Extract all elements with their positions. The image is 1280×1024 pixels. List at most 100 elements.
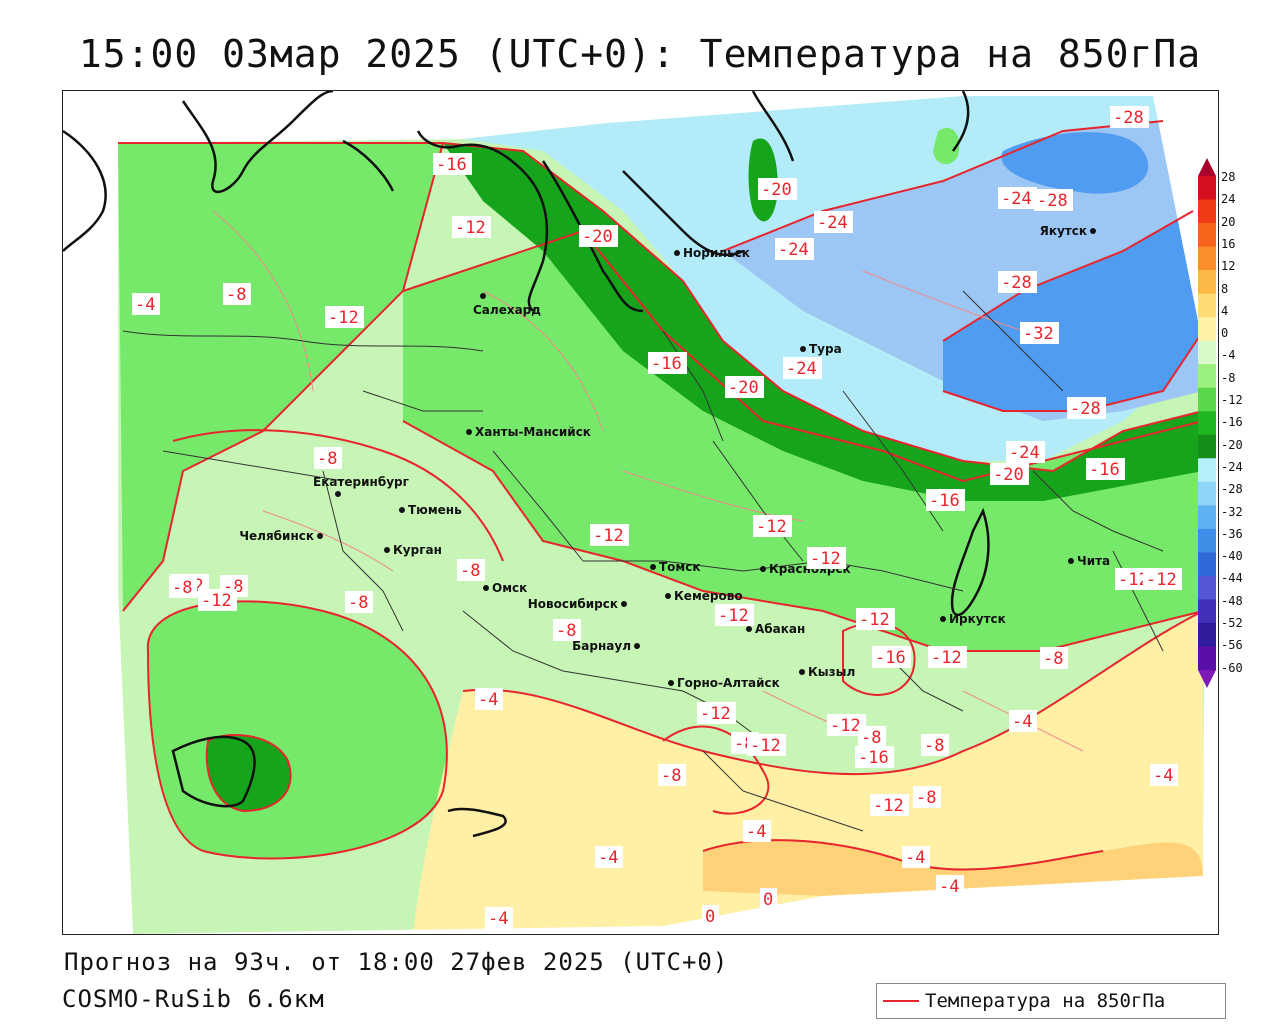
contour-value-label: -28 xyxy=(1067,397,1106,419)
contour-value-label: -12 xyxy=(590,524,629,546)
warm-south-orange xyxy=(703,840,1203,896)
contour-value-label: -8 xyxy=(658,764,686,786)
city-label: Якутск xyxy=(1040,224,1087,238)
color-scale-swatch xyxy=(1198,411,1216,436)
contour-value-label: -28 xyxy=(1034,189,1073,211)
color-scale-tick-label: -36 xyxy=(1221,526,1243,541)
contour-value-text: -4 xyxy=(746,822,766,842)
contour-value-box xyxy=(858,726,886,748)
contour-value-label: -12 xyxy=(753,515,792,537)
contour-value-label: -12 xyxy=(715,604,754,626)
color-scale-tick-label: 20 xyxy=(1221,214,1236,229)
contour-value-box xyxy=(1110,106,1149,128)
city-dot xyxy=(634,643,640,649)
contour-value-label: -8 xyxy=(553,619,581,641)
page-title: 15:00 03мар 2025 (UTC+0): Температура на… xyxy=(78,32,1202,76)
contour-value-text: -4 xyxy=(135,295,155,315)
city-dot xyxy=(760,566,766,572)
contour-value-text: -8 xyxy=(317,449,337,469)
contour-value-box xyxy=(452,216,491,238)
color-scale-tick-label: -12 xyxy=(1221,393,1243,407)
contour-value-box xyxy=(926,489,965,511)
contour-value-box xyxy=(475,688,503,710)
city-label: Горно-Алтайск xyxy=(677,676,780,690)
contour-value-text: -8 xyxy=(916,788,936,808)
contour-value-text: -12 xyxy=(873,796,904,816)
contour-value-box xyxy=(1143,568,1182,590)
contour-value-box xyxy=(1034,189,1073,211)
color-scale-swatch xyxy=(1198,176,1216,201)
city-label: Кемерово xyxy=(674,589,743,603)
contour-value-label: -4 xyxy=(485,907,513,929)
contour-value-label: -8 xyxy=(457,559,485,581)
color-scale-tick-label: 24 xyxy=(1221,192,1236,207)
contour-value-label: -16 xyxy=(855,746,894,768)
contour-value-label: -16 xyxy=(926,489,965,511)
contour-value-text: -12 xyxy=(718,606,749,626)
contour-value-label: -24 xyxy=(998,187,1037,209)
city-dot xyxy=(621,601,627,607)
contour-value-label: -16 xyxy=(872,646,911,668)
color-scale-swatch xyxy=(1198,552,1216,577)
contour-value-text: -20 xyxy=(728,378,759,398)
contour-value-box xyxy=(648,352,687,374)
color-scale-tick-label: -48 xyxy=(1221,593,1243,608)
contour-value-label: -12 xyxy=(807,547,846,569)
dark-green-sw xyxy=(206,735,291,811)
contour-value-text: -20 xyxy=(761,180,792,200)
contour-value-label: -8 xyxy=(1040,647,1068,669)
city-label: Кызыл xyxy=(808,665,855,679)
contour-value-text: -8 xyxy=(556,621,576,641)
contour-value-label: -12 xyxy=(747,734,786,756)
contour-value-box xyxy=(725,376,764,398)
color-scale-swatch xyxy=(1198,340,1216,365)
contour-value-text: -32 xyxy=(1023,324,1054,344)
contour-value-text: -4 xyxy=(905,848,925,868)
color-scale-swatch xyxy=(1198,317,1216,342)
color-scale-tick-label: -20 xyxy=(1221,437,1243,452)
contour-value-text: -8 xyxy=(348,593,368,613)
city-label: Челябинск xyxy=(239,529,314,543)
city-label: Норильск xyxy=(683,246,750,260)
color-scale-swatch xyxy=(1198,505,1216,530)
city-dot xyxy=(940,616,946,622)
contour-value-text: -20 xyxy=(993,465,1024,485)
color-scale-swatch xyxy=(1198,387,1216,412)
city-dot xyxy=(335,491,341,497)
contour-value-text: -28 xyxy=(1070,399,1101,419)
contour-value-text: -4 xyxy=(1153,766,1173,786)
contour-value-text: -4 xyxy=(939,877,959,897)
contour-value-box xyxy=(457,559,485,581)
contour-value-box xyxy=(913,786,941,808)
color-scale-tick-label: -28 xyxy=(1221,482,1243,497)
contour-value-box xyxy=(1020,322,1059,344)
contour-value-text: -12 xyxy=(859,610,890,630)
contour-value-box xyxy=(902,846,930,868)
contour-value-box xyxy=(1006,441,1045,463)
city-dot xyxy=(650,564,656,570)
city-dot xyxy=(800,346,806,352)
color-scale-swatch xyxy=(1198,670,1216,688)
contour-value-box xyxy=(595,846,623,868)
color-scale-swatch xyxy=(1198,481,1216,506)
color-scale-swatch xyxy=(1198,158,1216,176)
contour-value-text: -8 xyxy=(172,578,192,598)
contour-value-box xyxy=(658,764,686,786)
contour-value-label: -20 xyxy=(758,178,797,200)
contour-value-box xyxy=(223,283,251,305)
contour-value-text: -4 xyxy=(478,690,498,710)
contour-value-box xyxy=(590,524,629,546)
city-label: Томск xyxy=(659,560,701,574)
city-dot xyxy=(483,585,489,591)
contour-value-text: -12 xyxy=(328,308,359,328)
contour-value-box xyxy=(433,153,472,175)
city-label: Екатеринбург xyxy=(313,475,409,489)
contour-value-box xyxy=(758,178,797,200)
contour-value-text: -12 xyxy=(830,716,861,736)
contour-value-label: -4 xyxy=(1150,764,1178,786)
city-dot xyxy=(668,680,674,686)
color-scale-swatch xyxy=(1198,622,1216,647)
city-dot xyxy=(1068,558,1074,564)
forecast-line: Прогноз на 93ч. от 18:00 27фев 2025 (UTC… xyxy=(64,948,729,976)
contour-value-label: -12 xyxy=(928,646,967,668)
